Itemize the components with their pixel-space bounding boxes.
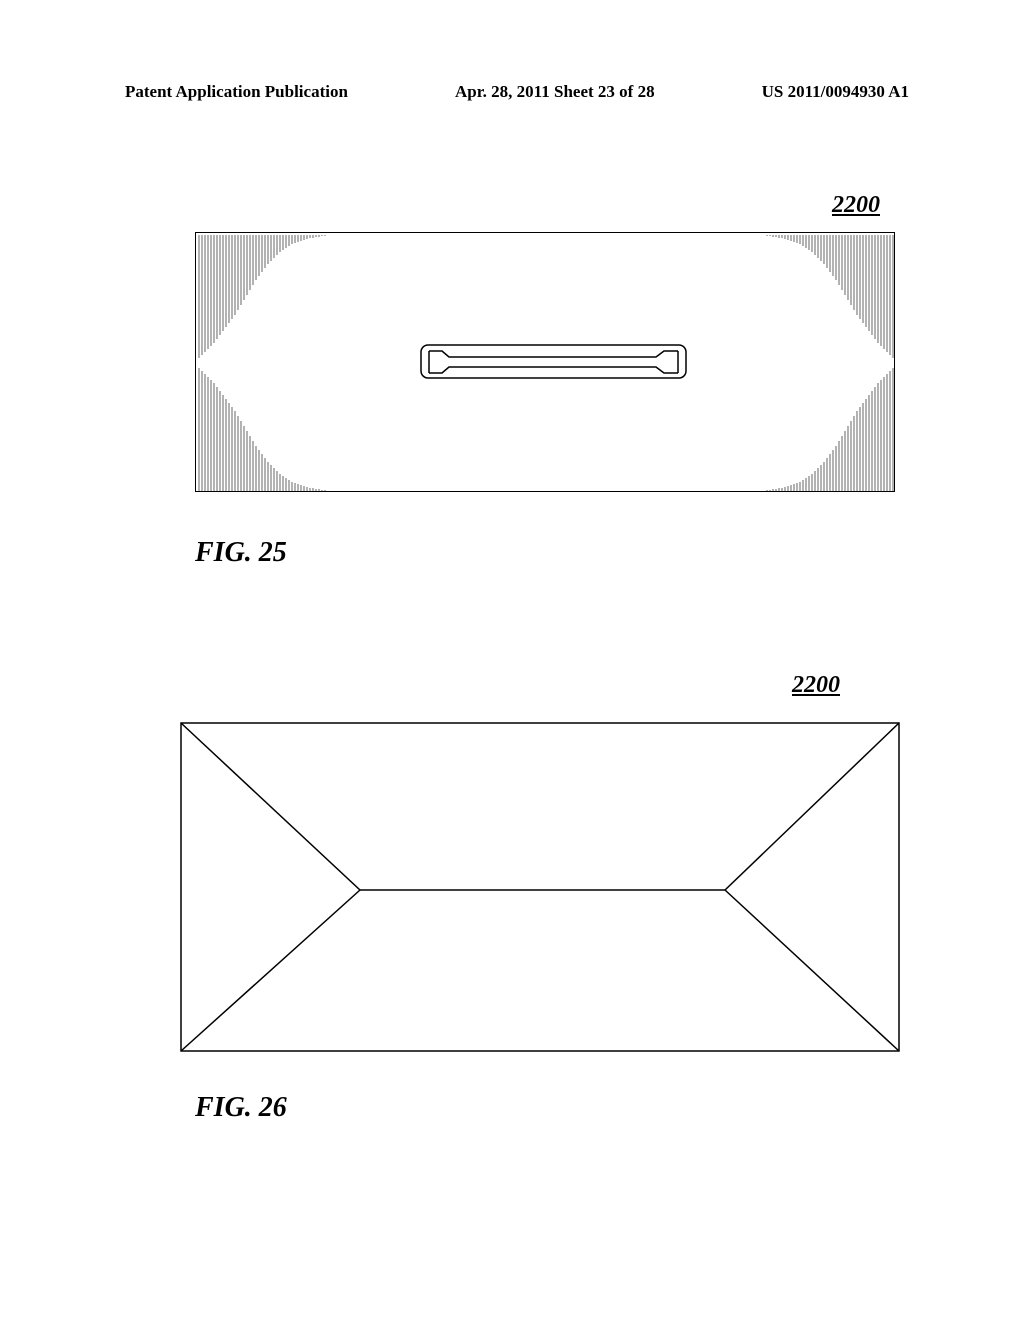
header-right: US 2011/0094930 A1 (762, 82, 909, 102)
figure-26-svg (180, 722, 900, 1052)
hatching-top-left (199, 235, 325, 358)
hatching-bottom-right (767, 368, 893, 491)
figure-26-label: FIG. 26 (195, 1092, 287, 1124)
figure-25-svg (196, 233, 896, 493)
figure-26-reference-numeral: 2200 (792, 672, 840, 699)
header-center: Apr. 28, 2011 Sheet 23 of 28 (455, 82, 655, 102)
hatching-top-right (767, 235, 893, 358)
page-header: Patent Application Publication Apr. 28, … (125, 82, 909, 102)
figure-25-handle (421, 345, 686, 378)
figure-25-drawing (195, 232, 895, 492)
hatching-bottom-left (199, 368, 325, 491)
figure-25-hatching (199, 235, 893, 491)
figure-26-drawing (180, 722, 900, 1052)
header-left: Patent Application Publication (125, 82, 348, 102)
figure-25-reference-numeral: 2200 (832, 192, 880, 219)
figure-25-label: FIG. 25 (195, 537, 287, 569)
figure-26-lines (181, 723, 899, 1051)
